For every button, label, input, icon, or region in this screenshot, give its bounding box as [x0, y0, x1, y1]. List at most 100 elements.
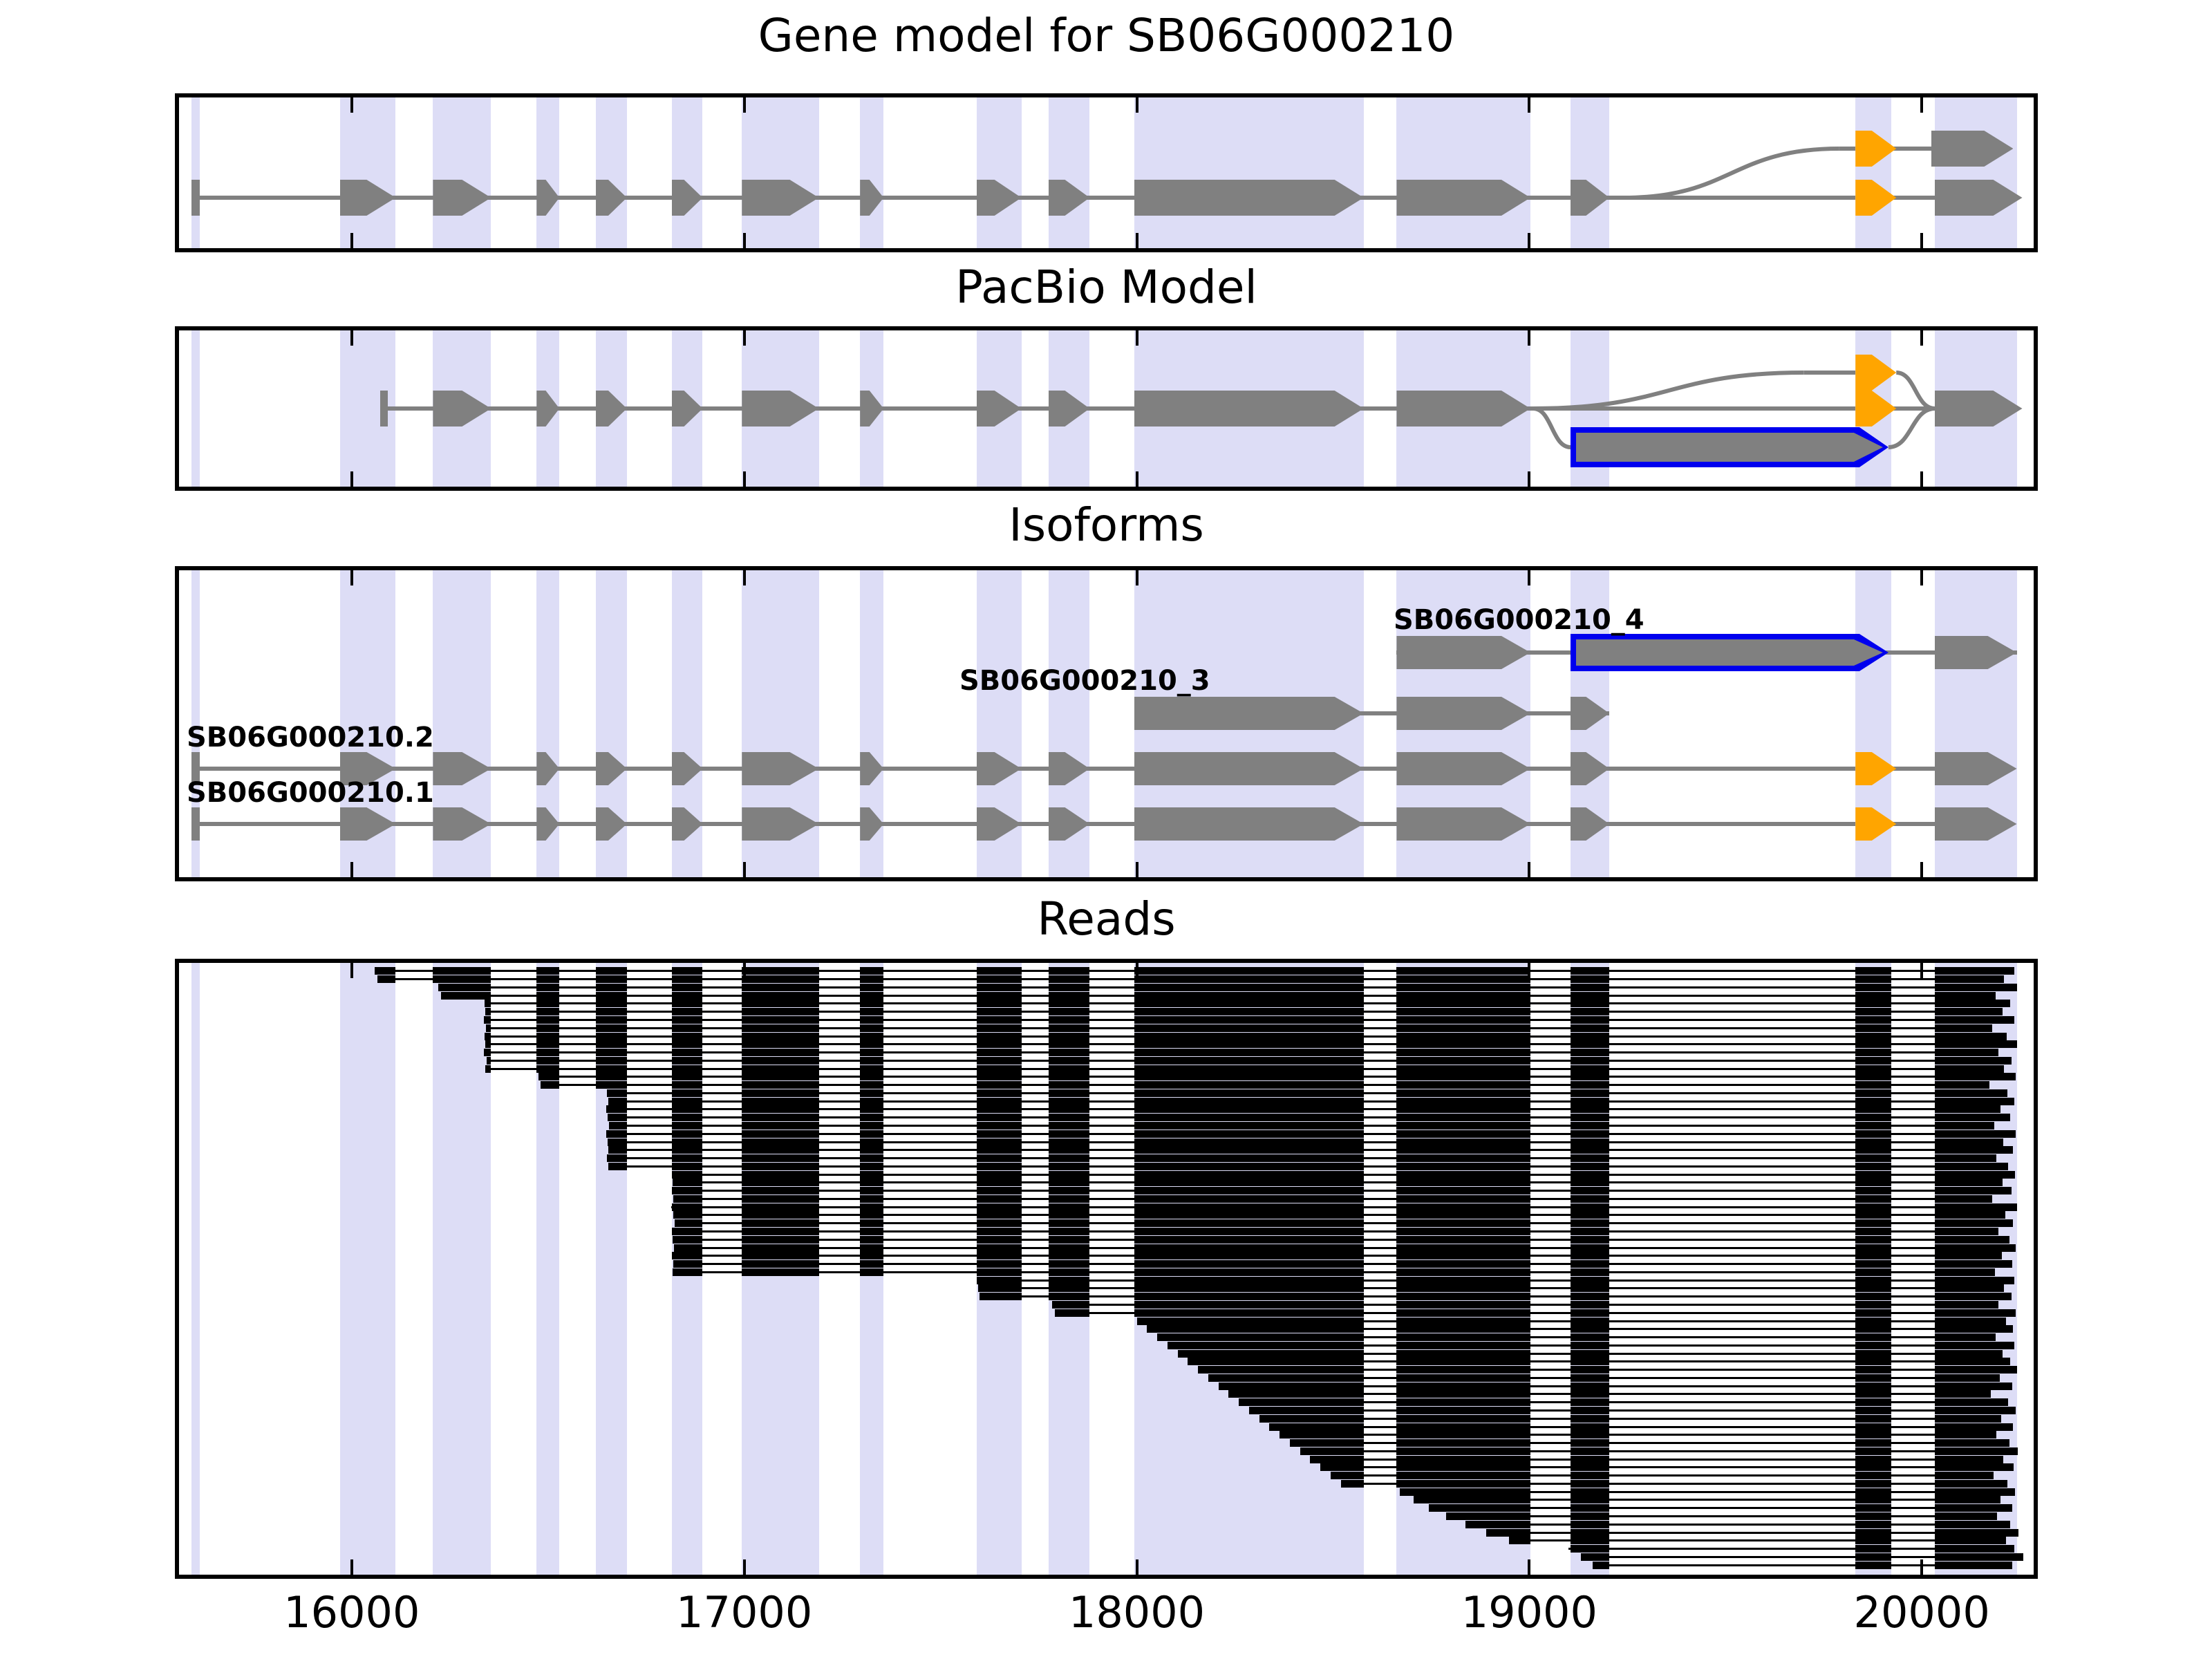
- read-exon-block: [1855, 1537, 1892, 1545]
- axis-tick-mark: [742, 471, 746, 487]
- read-exon-block: [1934, 1284, 2005, 1293]
- exon-gray: [1134, 391, 1364, 427]
- read-exon-block: [1855, 1300, 1892, 1309]
- read-exon-block: [976, 1187, 1022, 1195]
- read-exon-block: [742, 1219, 819, 1228]
- read-exon-block: [1396, 1194, 1531, 1203]
- read-exon-block: [742, 1211, 819, 1219]
- read-exon-block: [1396, 1179, 1531, 1187]
- read-exon-block: [433, 967, 491, 975]
- read-exon-block: [742, 1130, 819, 1138]
- read-exon-block: [1570, 1374, 1610, 1382]
- read-exon-block: [1934, 983, 2017, 991]
- read-exon-block: [485, 1040, 491, 1049]
- read-exon-block: [1855, 1390, 1892, 1398]
- read-exon-block: [1396, 1032, 1531, 1040]
- read-exon-block: [1396, 1390, 1531, 1398]
- read-exon-block: [1396, 1154, 1531, 1163]
- read-exon-block: [742, 1105, 819, 1114]
- read-exon-block: [742, 1162, 819, 1170]
- read-exon-block: [1428, 1504, 1531, 1512]
- read-exon-block: [976, 1097, 1022, 1105]
- read-exon-block: [1855, 1284, 1892, 1293]
- read-exon-block: [860, 1187, 884, 1195]
- axis-tick-mark: [1135, 233, 1138, 248]
- read-exon-block: [742, 1122, 819, 1130]
- read-exon-block: [1570, 1187, 1610, 1195]
- read-exon-block: [1934, 1545, 2015, 1553]
- read-exon-block: [1396, 1455, 1531, 1463]
- read-exon-block: [742, 1260, 819, 1268]
- read-exon-block: [860, 1089, 884, 1097]
- read-exon-block: [742, 1032, 819, 1040]
- read-exon-block: [1934, 1024, 1993, 1032]
- read-exon-block: [1581, 1553, 1610, 1561]
- axis-tick-mark: [1528, 233, 1531, 248]
- read-exon-block: [596, 1049, 627, 1057]
- read-exon-block: [606, 1130, 627, 1138]
- read-exon-block: [596, 1040, 627, 1049]
- read-exon-block: [1934, 1032, 2007, 1040]
- read-exon-block: [1934, 1276, 2015, 1284]
- intron-line: [1839, 147, 1856, 151]
- read-exon-block: [1134, 1032, 1364, 1040]
- read-exon-block: [1340, 1479, 1364, 1488]
- read-exon-block: [1570, 1049, 1610, 1057]
- read-exon-block: [1396, 1309, 1531, 1317]
- read-exon-block: [1570, 1504, 1610, 1512]
- read-exon-block: [1570, 1317, 1610, 1325]
- read-exon-block: [1048, 1114, 1090, 1122]
- splice-curve: [1533, 371, 1804, 411]
- read-exon-block: [742, 1016, 819, 1024]
- read-exon-block: [1570, 1520, 1610, 1528]
- read-exon-block: [1855, 1268, 1892, 1276]
- read-exon-block: [596, 1065, 627, 1073]
- read-exon-block: [1855, 975, 1892, 984]
- read-exon-block: [1570, 1341, 1610, 1349]
- transcript-start-bar: [191, 752, 200, 785]
- read-exon-block: [1570, 1252, 1610, 1260]
- read-exon-block: [1934, 1406, 2016, 1414]
- read-exon-block: [1570, 1162, 1610, 1170]
- read-exon-block: [860, 1040, 884, 1049]
- read-exon-block: [1855, 967, 1892, 975]
- read-exon-block: [860, 1024, 884, 1032]
- read-exon-block: [1570, 1040, 1610, 1049]
- read-exon-block: [672, 1268, 703, 1276]
- read-exon-block: [1934, 1528, 2018, 1537]
- read-exon-block: [1570, 1472, 1610, 1480]
- read-exon-block: [1934, 1537, 2006, 1545]
- read-intron-line: [1228, 1393, 1991, 1396]
- read-exon-block: [1855, 1081, 1892, 1089]
- read-exon-block: [1300, 1447, 1364, 1455]
- read-exon-block: [607, 1138, 627, 1146]
- read-exon-block: [1167, 1341, 1364, 1349]
- read-exon-block: [1396, 1414, 1531, 1423]
- read-exon-block: [674, 1219, 703, 1228]
- read-exon-block: [1855, 1105, 1892, 1114]
- read-exon-block: [1134, 1252, 1364, 1260]
- novel-exon-blue-outline: [1570, 634, 1888, 671]
- read-exon-block: [1396, 1406, 1531, 1414]
- read-exon-block: [671, 983, 703, 991]
- axis-tick-mark: [1528, 1559, 1531, 1575]
- read-exon-block: [976, 1194, 1022, 1203]
- read-exon-block: [1934, 1472, 1994, 1480]
- read-exon-block: [1570, 1293, 1610, 1301]
- read-exon-block: [1396, 983, 1531, 991]
- read-exon-block: [1396, 1374, 1531, 1382]
- read-exon-block: [1134, 1194, 1364, 1203]
- read-exon-block: [1855, 1317, 1892, 1325]
- read-exon-block: [1048, 1016, 1090, 1024]
- read-exon-block: [1934, 1488, 2016, 1496]
- read-exon-block: [1396, 967, 1531, 975]
- read-exon-block: [1855, 1488, 1892, 1496]
- read-exon-block: [1934, 1317, 2007, 1325]
- read-exon-block: [742, 975, 819, 984]
- intron-line: [384, 406, 1856, 411]
- read-exon-block: [1934, 1040, 2017, 1049]
- read-exon-block: [742, 1179, 819, 1187]
- read-exon-block: [1855, 1276, 1892, 1284]
- read-exon-block: [976, 991, 1022, 1000]
- read-exon-block: [1855, 1561, 1892, 1569]
